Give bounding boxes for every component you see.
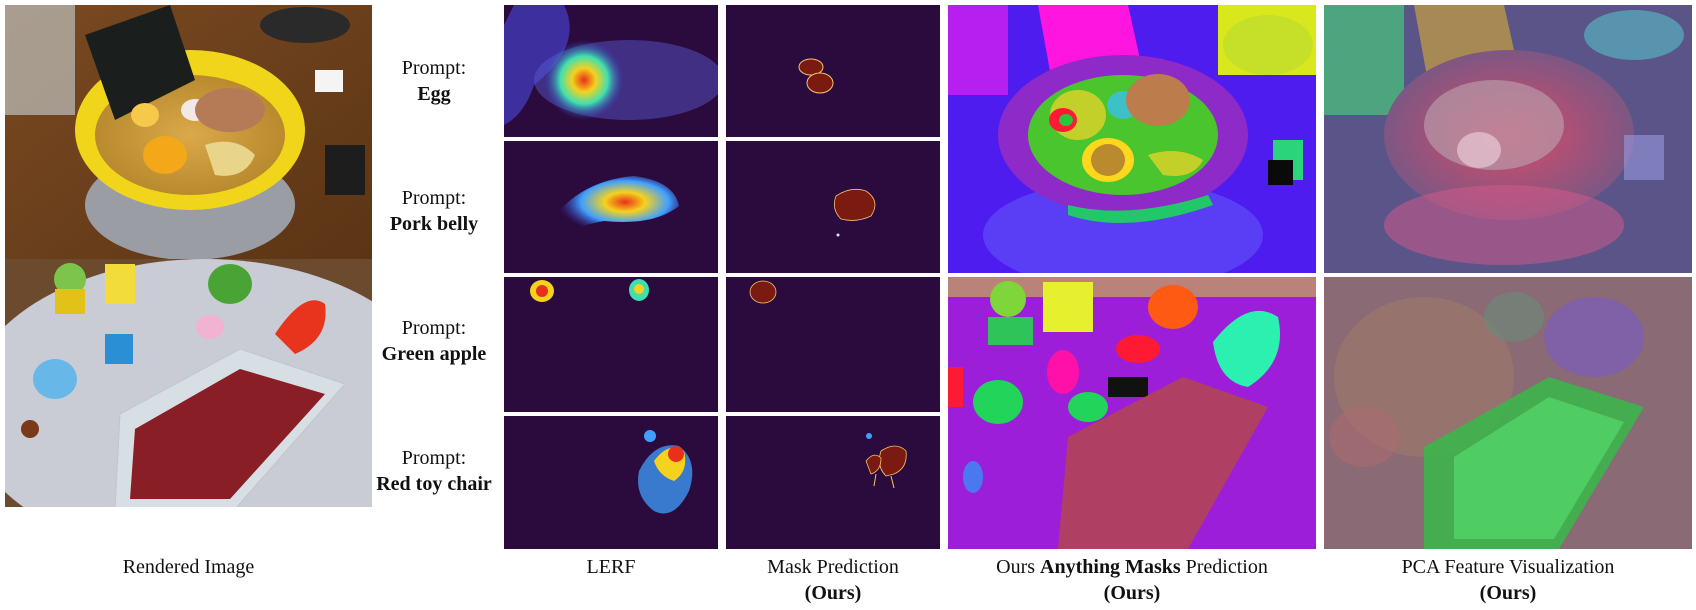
lerf-heatmap-egg [504,5,718,137]
prompt-label-pork-belly: Prompt: Pork belly [368,185,500,237]
caption-anything-masks: Ours Anything Masks Prediction (Ours) [930,554,1334,606]
lerf-heatmap-red-toy-chair [504,416,718,549]
caption-ours: (Ours) [804,582,862,604]
prompt-object: Red toy chair [376,473,492,495]
prompt-object: Green apple [381,343,487,365]
pca-feature-ramen [1324,5,1692,273]
rendered-image-toys [5,259,372,507]
caption-line: PCA Feature Visualization [1401,556,1615,578]
prompt-object: Egg [417,83,451,105]
anything-masks-toys [948,277,1316,549]
caption-line: Rendered Image [122,556,255,578]
mask-prediction-pork-belly [726,141,940,273]
prompt-prefix: Prompt: [401,447,467,469]
caption-mask-prediction: Mask Prediction (Ours) [716,554,950,606]
pca-feature-toys [1324,277,1692,549]
caption-line: LERF [586,556,636,578]
prompt-prefix: Prompt: [401,187,467,209]
prompt-label-egg: Prompt: Egg [368,55,500,107]
caption-line: Ours Anything Masks Prediction [996,556,1268,578]
mask-prediction-egg [726,5,940,137]
caption-line: Mask Prediction [767,556,899,578]
caption-ours: (Ours) [1479,582,1537,604]
rendered-image-ramen [5,5,372,275]
lerf-heatmap-green-apple [504,277,718,412]
prompt-object: Pork belly [389,213,479,235]
anything-masks-ramen [948,5,1316,273]
prompt-label-green-apple: Prompt: Green apple [368,315,500,367]
caption-rendered-image: Rendered Image [5,554,372,580]
caption-pca-feature: PCA Feature Visualization (Ours) [1324,554,1692,606]
caption-ours: (Ours) [1103,582,1161,604]
mask-prediction-green-apple [726,277,940,412]
prompt-prefix: Prompt: [401,317,467,339]
mask-prediction-red-toy-chair [726,416,940,549]
caption-lerf: LERF [504,554,718,580]
prompt-prefix: Prompt: [401,57,467,79]
lerf-heatmap-pork-belly [504,141,718,273]
prompt-label-red-toy-chair: Prompt: Red toy chair [368,445,500,497]
